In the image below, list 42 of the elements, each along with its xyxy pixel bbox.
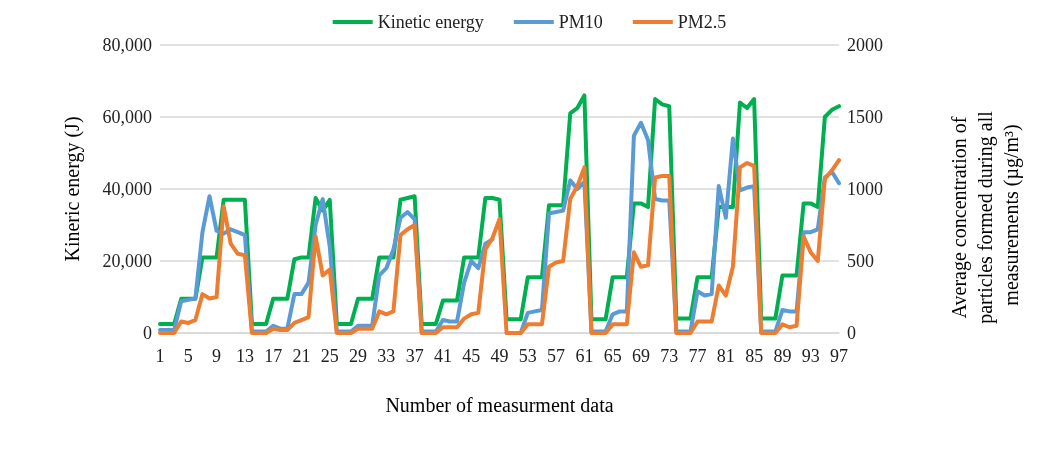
x-tick-label: 61 — [575, 346, 594, 366]
x-tick-label: 69 — [631, 346, 650, 366]
y-tick-label: 80,000 — [102, 35, 152, 55]
y-tick-label: 60,000 — [102, 107, 152, 127]
x-tick-label: 29 — [349, 346, 368, 366]
x-tick-label: 37 — [405, 346, 424, 366]
legend-label: PM2.5 — [677, 12, 727, 32]
y2-tick-label: 1000 — [847, 179, 883, 199]
x-tick-label: 57 — [547, 346, 566, 366]
y-tick-label: 40,000 — [102, 179, 152, 199]
x-tick-label: 33 — [377, 346, 396, 366]
y2-tick-label: 1500 — [847, 107, 883, 127]
x-tick-label: 1 — [155, 346, 165, 366]
x-tick-label: 25 — [320, 346, 339, 366]
x-tick-label: 77 — [688, 346, 707, 366]
x-tick-label: 17 — [264, 346, 283, 366]
legend-label: PM10 — [558, 12, 603, 32]
y-axis-title: Kineric energy (J) — [61, 116, 84, 262]
x-tick-label: 97 — [830, 346, 848, 366]
x-tick-label: 85 — [745, 346, 764, 366]
y2-axis-title: Average concentration of particles formed during all measurements (µg/m³) — [948, 106, 1023, 324]
x-axis-title: Number of measurment data — [385, 394, 614, 416]
x-tick-label: 9 — [212, 346, 222, 366]
x-tick-label: 49 — [490, 346, 509, 366]
y2-tick-label: 2000 — [847, 35, 883, 55]
y-tick-label: 20,000 — [102, 251, 152, 271]
x-tick-label: 65 — [603, 346, 622, 366]
x-tick-label: 21 — [292, 346, 311, 366]
x-tick-label: 45 — [462, 346, 481, 366]
line-series — [158, 158, 841, 335]
y-tick-label: 0 — [143, 323, 152, 343]
x-tick-label: 73 — [660, 346, 679, 366]
x-tick-label: 89 — [773, 346, 792, 366]
x-tick-label: 41 — [433, 346, 452, 366]
x-tick-label: 93 — [801, 346, 820, 366]
x-tick-label: 13 — [235, 346, 254, 366]
y2-tick-label: 0 — [847, 323, 856, 343]
x-tick-label: 53 — [518, 346, 537, 366]
legend-label: Kinetic energy — [377, 12, 484, 32]
y2-tick-label: 500 — [847, 251, 874, 271]
x-tick-label: 81 — [716, 346, 735, 366]
x-tick-label: 5 — [183, 346, 193, 366]
